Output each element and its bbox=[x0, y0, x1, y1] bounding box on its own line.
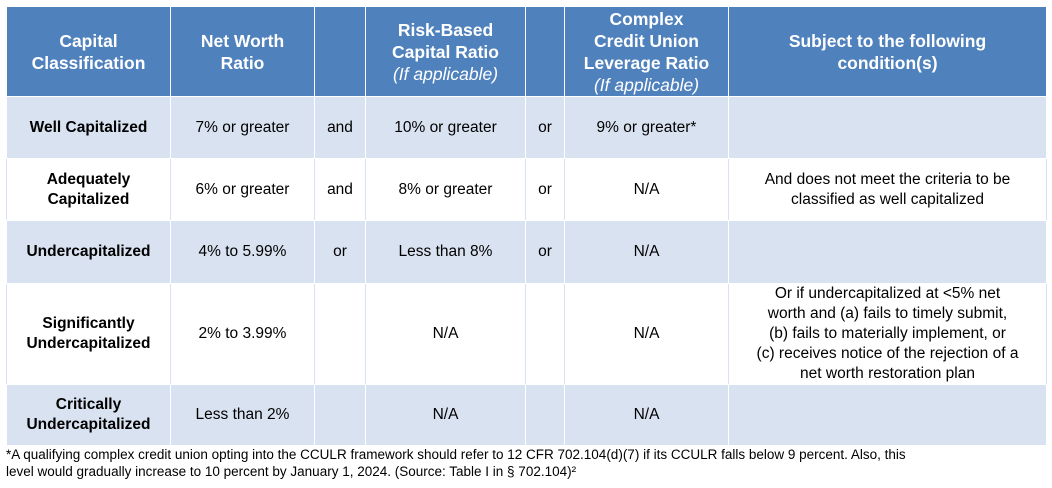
cculr-cell: N/A bbox=[564, 220, 729, 284]
header-risk-based-capital-ratio: Risk-Based Capital Ratio (If applicable) bbox=[365, 6, 526, 97]
header-cculr: Complex Credit Union Leverage Ratio (If … bbox=[564, 6, 729, 97]
cculr-cell: N/A bbox=[564, 384, 729, 446]
risk-based-cell: N/A bbox=[365, 283, 526, 385]
footnote-line: level would gradually increase to 10 per… bbox=[6, 464, 577, 479]
header-capital-classification: Capital Classification bbox=[6, 6, 171, 97]
condition-cell bbox=[728, 384, 1047, 446]
cculr-cell: N/A bbox=[564, 158, 729, 221]
conjunction-cell: or bbox=[525, 220, 565, 284]
header-row: Capital Classification Net Worth Ratio R… bbox=[6, 6, 1047, 97]
net-worth-cell: 2% to 3.99% bbox=[170, 283, 315, 385]
footnote: *A qualifying complex credit union optin… bbox=[6, 446, 1046, 480]
classification-cell: Adequately Capitalized bbox=[6, 158, 171, 221]
conjunction-cell bbox=[314, 384, 366, 446]
header-conditions: Subject to the following condition(s) bbox=[728, 6, 1047, 97]
conjunction-cell: and bbox=[314, 96, 366, 159]
footnote-line: *A qualifying complex credit union optin… bbox=[6, 447, 906, 462]
net-worth-cell: 4% to 5.99% bbox=[170, 220, 315, 284]
table-row: Well Capitalized 7% or greater and 10% o… bbox=[6, 96, 1047, 159]
condition-cell bbox=[728, 96, 1047, 159]
net-worth-cell: Less than 2% bbox=[170, 384, 315, 446]
conjunction-cell: or bbox=[314, 220, 366, 284]
conjunction-cell bbox=[525, 384, 565, 446]
conjunction-cell bbox=[525, 283, 565, 385]
table-row: Adequately Capitalized 6% or greater and… bbox=[6, 158, 1047, 221]
capital-classification-table: Capital Classification Net Worth Ratio R… bbox=[6, 6, 1047, 446]
net-worth-cell: 7% or greater bbox=[170, 96, 315, 159]
conjunction-cell: or bbox=[525, 96, 565, 159]
classification-cell: Significantly Undercapitalized bbox=[6, 283, 171, 385]
conjunction-cell bbox=[314, 283, 366, 385]
risk-based-cell: N/A bbox=[365, 384, 526, 446]
conjunction-cell: and bbox=[314, 158, 366, 221]
net-worth-cell: 6% or greater bbox=[170, 158, 315, 221]
condition-cell bbox=[728, 220, 1047, 284]
cculr-cell: 9% or greater* bbox=[564, 96, 729, 159]
conjunction-cell: or bbox=[525, 158, 565, 221]
header-spacer-1 bbox=[314, 6, 366, 97]
classification-cell: Critically Undercapitalized bbox=[6, 384, 171, 446]
header-spacer-2 bbox=[525, 6, 565, 97]
risk-based-cell: 8% or greater bbox=[365, 158, 526, 221]
condition-cell: Or if undercapitalized at <5% net worth … bbox=[728, 283, 1047, 385]
table-row: Critically Undercapitalized Less than 2%… bbox=[6, 384, 1047, 446]
table-row: Significantly Undercapitalized 2% to 3.9… bbox=[6, 283, 1047, 385]
condition-cell: And does not meet the criteria to be cla… bbox=[728, 158, 1047, 221]
classification-cell: Undercapitalized bbox=[6, 220, 171, 284]
risk-based-cell: 10% or greater bbox=[365, 96, 526, 159]
header-net-worth-ratio: Net Worth Ratio bbox=[170, 6, 315, 97]
risk-based-cell: Less than 8% bbox=[365, 220, 526, 284]
cculr-cell: N/A bbox=[564, 283, 729, 385]
table-row: Undercapitalized 4% to 5.99% or Less tha… bbox=[6, 220, 1047, 284]
classification-cell: Well Capitalized bbox=[6, 96, 171, 159]
